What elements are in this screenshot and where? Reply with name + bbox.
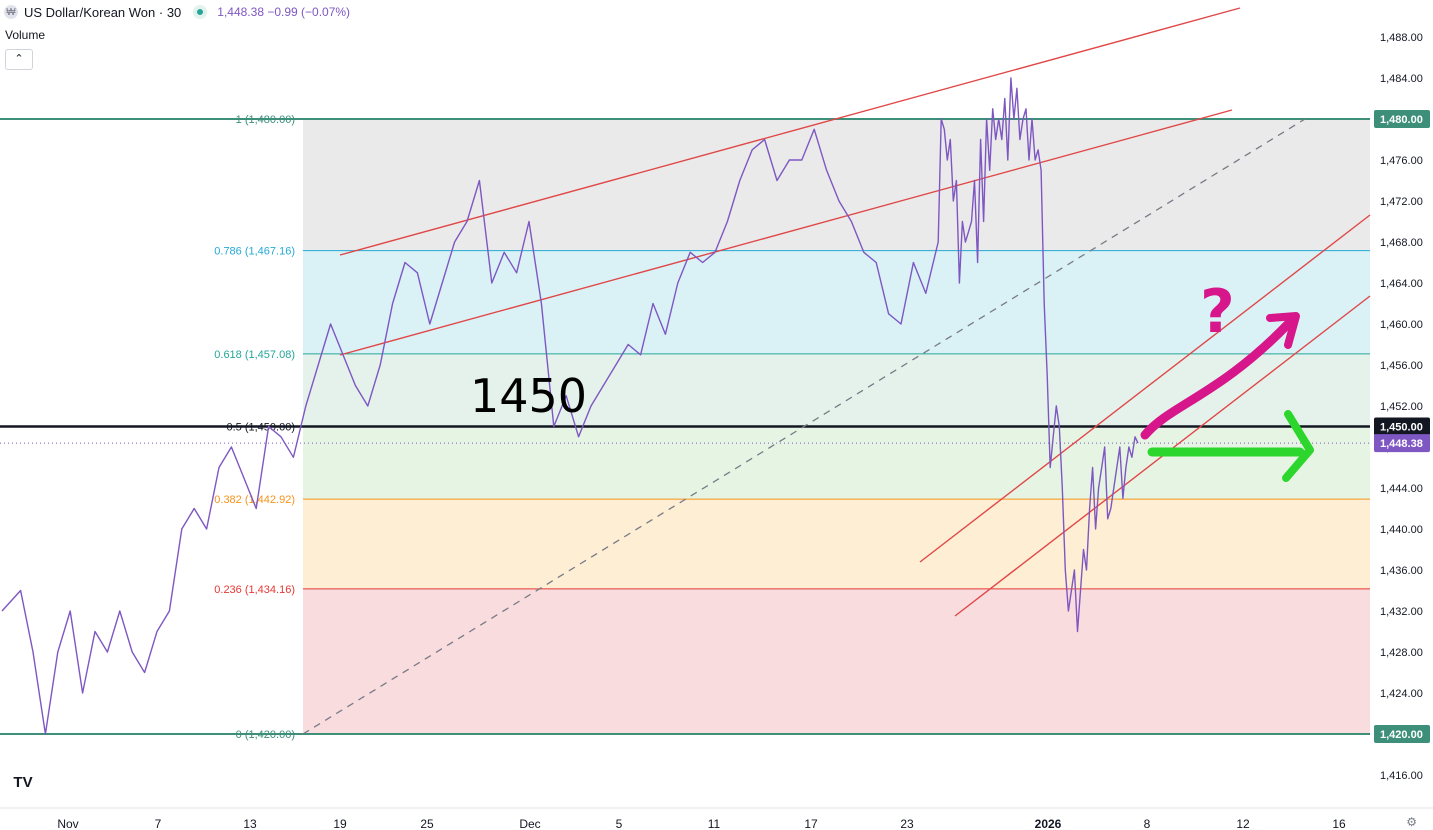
fib-label-1: 0.786 (1,467.16) <box>214 246 295 258</box>
fib-zone-5 <box>303 588 1370 734</box>
fib-zone-1 <box>303 250 1370 354</box>
x-tick-label-7: 11 <box>708 817 721 830</box>
x-tick-label-5: Dec <box>519 817 540 830</box>
fib-label-2: 0.618 (1,457.08) <box>214 349 295 361</box>
y-axis-panel <box>1372 0 1433 810</box>
fib-label-5: 0.236 (1,434.16) <box>214 584 295 596</box>
channel-line-0[interactable] <box>339 7 1241 256</box>
settings-icon[interactable]: ⚙ <box>1406 815 1417 829</box>
price-badge-1[interactable] <box>1374 417 1430 436</box>
y-tick-label-13: 1,468.00 <box>1380 237 1423 249</box>
y-tick-label-18: 1,488.00 <box>1380 32 1423 44</box>
volume-label[interactable]: Volume <box>5 28 46 42</box>
y-tick-label-17: 1,484.00 <box>1380 73 1423 85</box>
x-tick-label-4: 25 <box>420 817 434 830</box>
y-tick-label-6: 1,440.00 <box>1380 524 1423 536</box>
y-tick-label-4: 1,432.00 <box>1380 606 1423 618</box>
fib-zone-3 <box>303 426 1370 500</box>
price-badge-label-3: 1,420.00 <box>1380 729 1423 741</box>
fib-label-6: 0 (1,420.00) <box>236 729 295 741</box>
y-tick-label-3: 1,428.00 <box>1380 647 1423 659</box>
y-tick-label-5: 1,436.00 <box>1380 565 1423 577</box>
market-open-dot-icon <box>193 5 208 19</box>
y-tick-label-12: 1,464.00 <box>1380 278 1423 290</box>
price-badge-0[interactable] <box>1374 110 1430 128</box>
y-tick-label-10: 1,456.00 <box>1380 360 1423 372</box>
x-tick-label-2: 13 <box>243 817 257 830</box>
fib-label-0: 1 (1,480.00) <box>236 114 295 126</box>
y-tick-label-0: 1,416.00 <box>1380 770 1423 782</box>
price-badge-2[interactable] <box>1374 434 1430 453</box>
x-tick-label-0: Nov <box>57 817 78 830</box>
x-tick-label-10: 2026 <box>1035 817 1062 830</box>
fib-zone-0 <box>303 119 1370 251</box>
channel-line-2[interactable] <box>919 214 1371 563</box>
annotation-question: ? <box>1200 277 1235 347</box>
y-tick-label-2: 1,424.00 <box>1380 688 1423 700</box>
chart-header: ₩ US Dollar/Korean Won · 30 1,448.38 −0.… <box>4 3 350 21</box>
tradingview-logo[interactable]: TV <box>8 768 38 798</box>
price-change: 1,448.38 −0.99 (−0.07%) <box>217 5 351 19</box>
price-badge-label-1: 1,450.00 <box>1380 422 1423 434</box>
y-tick-label-9: 1,452.00 <box>1380 401 1423 413</box>
symbol-title[interactable]: US Dollar/Korean Won · 30 <box>24 4 182 20</box>
price-badge-3[interactable] <box>1374 725 1430 743</box>
x-tick-label-3: 19 <box>333 817 347 830</box>
currency-icon: ₩ <box>4 5 18 19</box>
side-arrow-head[interactable] <box>1282 410 1314 482</box>
up-arrow-head[interactable] <box>1266 312 1300 349</box>
x-tick-label-9: 23 <box>900 817 914 830</box>
y-tick-label-14: 1,472.00 <box>1380 196 1423 208</box>
x-tick-label-13: 16 <box>1332 817 1346 830</box>
price-series-line[interactable] <box>1 77 1139 735</box>
fib-trend-line[interactable] <box>302 118 1306 735</box>
fib-label-3: 0.5 (1,450.00) <box>227 422 296 434</box>
x-tick-label-11: 8 <box>1144 817 1151 830</box>
y-tick-label-11: 1,460.00 <box>1380 319 1423 331</box>
price-badge-label-0: 1,480.00 <box>1380 114 1423 126</box>
x-tick-label-12: 12 <box>1236 817 1250 830</box>
y-tick-label-7: 1,444.00 <box>1380 483 1423 495</box>
collapse-button[interactable]: ⌃ <box>5 49 33 70</box>
fib-label-4: 0.382 (1,442.92) <box>214 494 295 506</box>
y-tick-label-15: 1,476.00 <box>1380 155 1423 167</box>
channel-line-1[interactable] <box>339 109 1233 356</box>
price-badge-label-2: 1,448.38 <box>1380 438 1423 450</box>
fib-zone-4 <box>303 499 1370 589</box>
x-tick-label-6: 5 <box>616 817 623 830</box>
up-arrow-shaft[interactable] <box>1140 317 1295 440</box>
fib-zone-2 <box>303 353 1370 427</box>
annotation-1450: 1450 <box>470 369 587 423</box>
x-tick-label-1: 7 <box>155 817 162 830</box>
x-tick-label-8: 17 <box>804 817 818 830</box>
